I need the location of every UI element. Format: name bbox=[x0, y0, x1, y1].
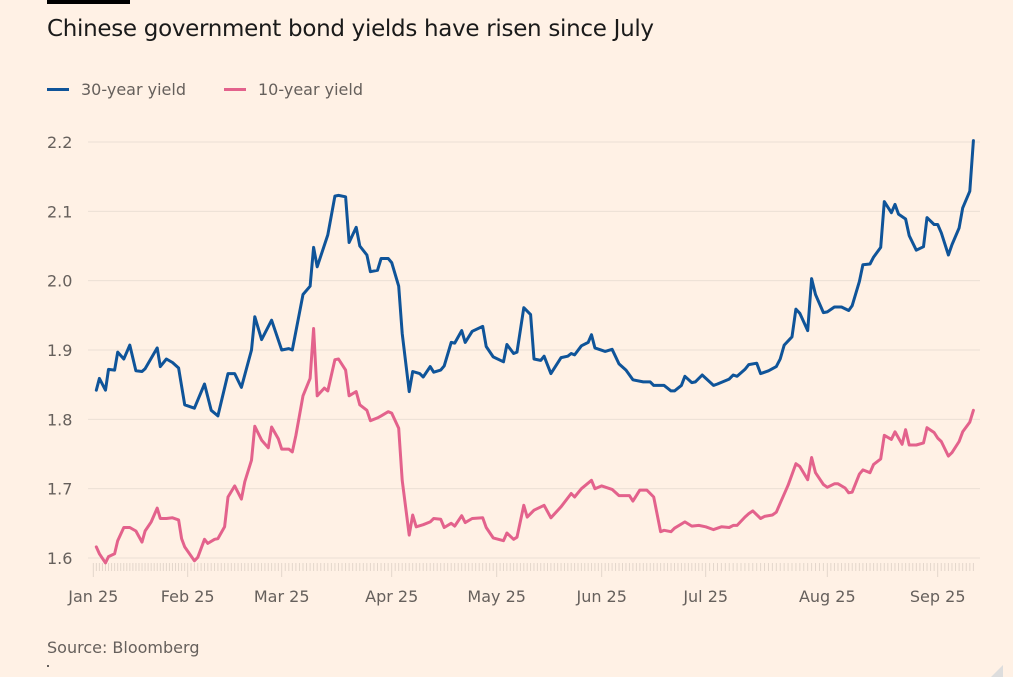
source-note: Source: Bloomberg bbox=[47, 638, 200, 657]
chart-title: Chinese government bond yields have rise… bbox=[47, 16, 654, 42]
resize-handle[interactable] bbox=[991, 665, 1003, 677]
x-tick-label: Aug 25 bbox=[799, 587, 856, 606]
legend: 30-year yield 10-year yield bbox=[47, 80, 363, 99]
legend-item-10-year: 10-year yield bbox=[224, 80, 363, 99]
y-tick-label: 1.9 bbox=[47, 341, 72, 360]
y-tick-label: 1.7 bbox=[47, 480, 72, 499]
y-tick-label: 2.0 bbox=[47, 272, 72, 291]
brand-bar bbox=[47, 0, 130, 4]
legend-label-10-year: 10-year yield bbox=[258, 80, 363, 99]
decorative-dot bbox=[47, 665, 49, 667]
legend-label-30-year: 30-year yield bbox=[81, 80, 186, 99]
x-tick-label: Mar 25 bbox=[254, 587, 310, 606]
legend-swatch-10-year bbox=[224, 88, 246, 91]
series-line-30-year bbox=[94, 139, 975, 418]
x-tick-label: Jan 25 bbox=[67, 587, 118, 606]
legend-swatch-30-year bbox=[47, 88, 69, 91]
y-tick-label: 1.8 bbox=[47, 410, 72, 429]
x-tick-label: Jul 25 bbox=[682, 587, 728, 606]
x-tick-label: Jun 25 bbox=[575, 587, 626, 606]
x-tick-label: Feb 25 bbox=[161, 587, 215, 606]
x-tick-label: Apr 25 bbox=[365, 587, 418, 606]
x-tick-label: Sep 25 bbox=[910, 587, 966, 606]
y-tick-label: 2.1 bbox=[47, 202, 72, 221]
y-tick-label: 1.6 bbox=[47, 549, 72, 568]
x-tick-label: May 25 bbox=[467, 587, 526, 606]
series-line-10-year bbox=[94, 327, 975, 565]
y-tick-label: 2.2 bbox=[47, 133, 72, 152]
legend-item-30-year: 30-year yield bbox=[47, 80, 186, 99]
